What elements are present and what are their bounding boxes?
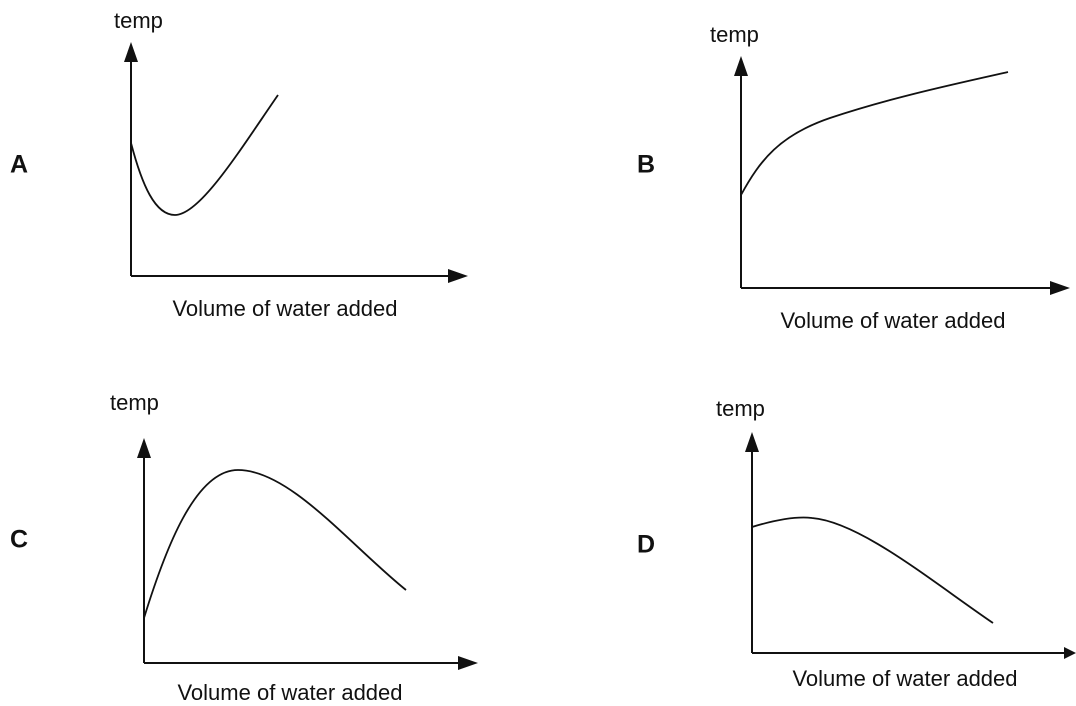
graph-b: B temp Volume of water added (637, 22, 1070, 333)
option-letter: C (10, 526, 28, 554)
y-axis-label: temp (114, 8, 163, 33)
y-axis-label: temp (110, 390, 159, 415)
arrow-head (734, 56, 748, 76)
curve (751, 516, 994, 624)
arrow-head (137, 438, 151, 458)
graph-d: D temp Volume of water added (637, 396, 1076, 691)
arrow-head (1050, 281, 1070, 295)
curve (740, 71, 1009, 196)
option-letter: B (637, 151, 655, 179)
arrow-head (448, 269, 468, 283)
curve (143, 469, 407, 619)
graph-a: A temp Volume of water added (10, 8, 468, 321)
arrow-head (124, 42, 138, 62)
y-axis-label: temp (716, 396, 765, 421)
curve (130, 94, 279, 216)
arrow-head (458, 656, 478, 670)
graph-c: C temp Volume of water added (10, 390, 478, 705)
option-letter: A (10, 151, 28, 179)
arrow-head (1064, 647, 1076, 659)
x-axis-label: Volume of water added (792, 666, 1017, 691)
x-axis-label: Volume of water added (177, 680, 402, 705)
x-axis-label: Volume of water added (172, 296, 397, 321)
y-axis-label: temp (710, 22, 759, 47)
option-letter: D (637, 531, 655, 559)
arrow-head (745, 432, 759, 452)
x-axis-label: Volume of water added (780, 308, 1005, 333)
